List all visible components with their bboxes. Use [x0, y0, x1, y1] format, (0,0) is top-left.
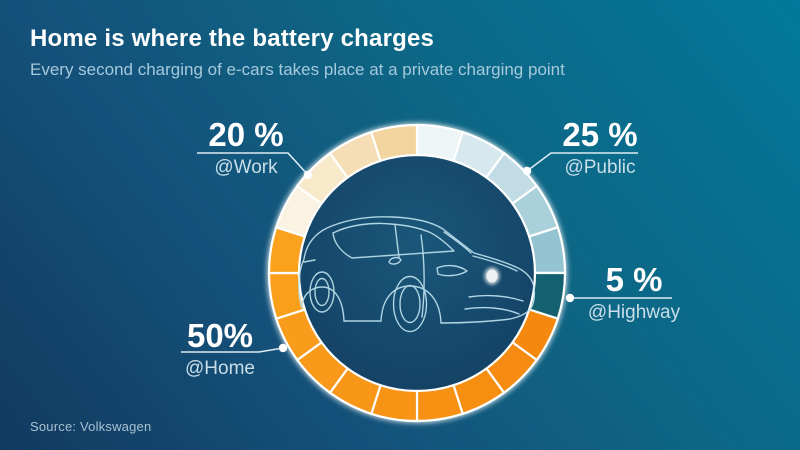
car-body-outline: [298, 216, 536, 324]
public-callout-line: [526, 152, 638, 172]
callout-home: 50% @Home: [172, 318, 268, 380]
car-rear-tire: [309, 271, 335, 313]
car-hood-line: [472, 255, 518, 272]
vw-badge: [486, 269, 498, 283]
car-illustration: [298, 216, 536, 333]
car-taillight: [303, 259, 316, 263]
car-door-seam: [420, 234, 425, 318]
car-front-tire: [392, 275, 428, 333]
callout-work: 20 % @Work: [190, 117, 302, 179]
home-callout-dot: [278, 343, 288, 353]
callout-highway: 5 % @Highway: [582, 262, 686, 324]
donut-inner-disc: [298, 154, 536, 392]
public-location-label: @Public: [564, 157, 636, 178]
callout-dots: [278, 166, 575, 353]
car-rear-rim: [314, 277, 330, 307]
car-side-windows: [332, 222, 455, 259]
car-b-pillar: [394, 224, 400, 258]
car-mirror: [388, 256, 402, 265]
highway-percentage: 5 %: [605, 261, 663, 298]
work-callout-dot: [303, 170, 313, 180]
page-title: Home is where the battery charges: [30, 25, 435, 52]
car-rear-wheel-arch: [301, 286, 345, 322]
work-callout-line: [197, 152, 309, 176]
donut-segment: [527, 225, 567, 275]
home-percentage: 50%: [186, 317, 254, 354]
highway-callout-dot: [565, 293, 575, 303]
car-headlight: [436, 264, 468, 277]
public-callout-dot: [522, 166, 532, 176]
car-front-rim: [399, 284, 421, 324]
page-subtitle: Every second charging of e-cars takes pl…: [30, 60, 565, 79]
car-windshield: [443, 231, 472, 254]
donut-segment: [369, 123, 419, 163]
public-percentage: 25 %: [562, 116, 638, 153]
highway-location-label: @Highway: [587, 302, 681, 323]
car-bumper-line-upper: [468, 294, 524, 302]
work-location-label: @Work: [214, 157, 278, 178]
header: Home is where the battery charges Every …: [30, 25, 565, 80]
home-location-label: @Home: [185, 358, 255, 379]
callout-public: 25 % @Public: [550, 117, 650, 179]
home-callout-line: [181, 347, 284, 353]
car-bumper-line-lower: [464, 306, 520, 315]
work-percentage: 20 %: [208, 116, 284, 153]
donut-segment: [415, 383, 465, 423]
callout-lines: [181, 152, 672, 353]
donut-segments: [267, 123, 567, 423]
source-note: Source: Volkswagen: [30, 419, 152, 434]
